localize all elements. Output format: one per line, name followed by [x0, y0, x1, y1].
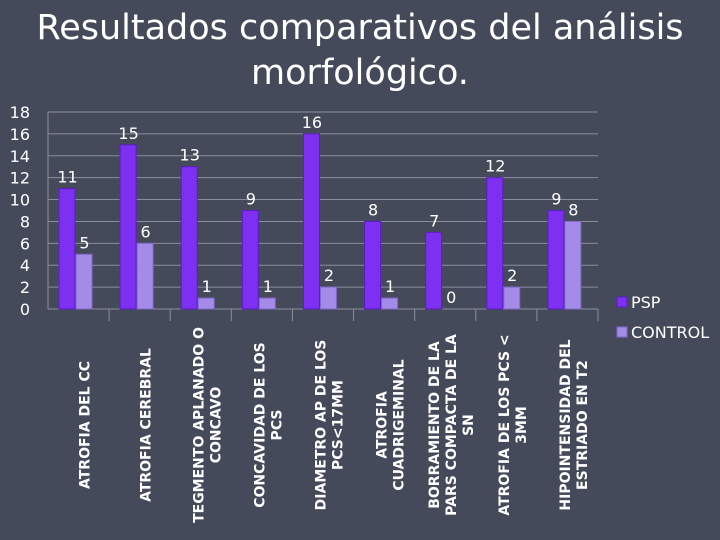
- x-category-label-line: DIAMETRO AP DE LOS: [314, 340, 330, 511]
- bar-control: [75, 253, 93, 310]
- y-tick-label: 18: [10, 103, 30, 122]
- bar-psp: [58, 188, 76, 310]
- bar-psp: [119, 144, 137, 310]
- x-category-label-line: ATROFIA: [375, 391, 391, 459]
- x-category-label-line: CUADRIGEMINAL: [392, 359, 408, 490]
- x-category-label: DIAMETRO AP DE LOS PCS<17MM: [314, 340, 347, 511]
- data-label: 2: [324, 266, 334, 285]
- legend-label-control: CONTROL: [631, 323, 709, 342]
- y-tick-label: 0: [20, 300, 30, 319]
- x-category-label-line: ATROFIA DE LOS PCS <: [497, 334, 513, 515]
- y-tick-label: 10: [10, 191, 30, 210]
- legend: PSP CONTROL: [616, 293, 709, 342]
- legend-swatch-psp: [616, 296, 628, 308]
- data-label: 8: [368, 200, 378, 219]
- data-label: 12: [485, 157, 505, 176]
- title-line-1: Resultados comparativos del análisis: [36, 8, 684, 48]
- bar-psp: [364, 220, 382, 310]
- data-label: 7: [429, 211, 439, 230]
- data-label: 16: [302, 113, 322, 132]
- bar-psp: [486, 177, 504, 310]
- y-tick-label: 2: [20, 278, 30, 297]
- data-label: 6: [141, 222, 151, 241]
- bar-control: [136, 242, 154, 310]
- bar-psp: [425, 231, 443, 310]
- data-label: 11: [57, 168, 77, 187]
- x-category-label-line: ESTRIADO EN T2: [575, 360, 591, 490]
- data-label: 1: [385, 277, 395, 296]
- x-category-label-line: PCS<17MM: [331, 380, 347, 470]
- bar-psp: [302, 133, 320, 310]
- grid-lines: [48, 111, 598, 310]
- x-category-label-line: 3MM: [514, 406, 530, 444]
- bar-control: [503, 286, 521, 310]
- data-label: 1: [202, 277, 212, 296]
- bar-psp: [547, 210, 565, 310]
- x-category-label-line: PARS COMPACTA DE LA: [444, 334, 460, 516]
- data-label: 9: [246, 190, 256, 209]
- x-category-label-line: CONCAVO: [208, 387, 224, 464]
- x-category-label-line: ATROFIA DEL CC: [78, 361, 94, 489]
- data-label: 15: [118, 124, 138, 143]
- bar-control: [564, 220, 582, 310]
- data-label: 8: [568, 200, 578, 219]
- x-category-label-line: SN: [461, 414, 477, 436]
- x-category-label: ATROFIA DEL CC: [78, 361, 94, 489]
- x-category-label-line: PCS: [269, 410, 285, 441]
- data-label: 0: [446, 288, 456, 307]
- y-tick-label: 12: [10, 169, 30, 188]
- x-category-label: ATROFIA DE LOS PCS <3MM: [497, 334, 530, 515]
- x-category-label: BORRAMIENTO DE LA PARS COMPACTA DE LA SN: [427, 334, 477, 516]
- legend-swatch-control: [616, 326, 628, 338]
- data-label: 13: [180, 146, 200, 165]
- legend-label-psp: PSP: [631, 293, 661, 312]
- slide-title: Resultados comparativos del análisis mor…: [0, 6, 720, 96]
- x-category-label-line: ATROFIA CEREBRAL: [139, 348, 155, 502]
- data-label: 2: [507, 266, 517, 285]
- x-category-label-line: BORRAMIENTO DE LA: [427, 341, 443, 509]
- title-line-2: morfológico.: [251, 53, 469, 93]
- x-category-label: TEGMENTO APLANADO O CONCAVO: [191, 327, 224, 523]
- x-category-label-line: HIPOINTENSIDAD DEL: [558, 339, 574, 510]
- y-tick-label: 4: [20, 256, 30, 275]
- x-category-label-line: TEGMENTO APLANADO O: [191, 327, 207, 523]
- bar-control: [197, 297, 215, 310]
- bar-control: [381, 297, 399, 310]
- bar-psp: [180, 166, 198, 310]
- data-label: 5: [79, 233, 89, 252]
- x-category-label: CONCAVIDAD DE LOS PCS: [252, 342, 285, 508]
- x-category-label: ATROFIA CUADRIGEMINAL: [375, 359, 408, 490]
- x-category-label: ATROFIA CEREBRAL: [139, 348, 155, 502]
- bar-psp: [241, 210, 259, 310]
- y-tick-label: 8: [20, 212, 30, 231]
- data-label: 1: [263, 277, 273, 296]
- bar-control: [258, 297, 276, 310]
- y-tick-label: 16: [10, 125, 30, 144]
- y-tick-label: 6: [20, 234, 30, 253]
- x-category-label-line: CONCAVIDAD DE LOS: [252, 342, 268, 508]
- bar-control: [319, 286, 337, 310]
- x-axis-labels: ATROFIA DEL CC ATROFIA CEREBRAL TEGMENTO A…: [78, 327, 591, 523]
- y-tick-label: 14: [10, 147, 30, 166]
- x-category-label: HIPOINTENSIDAD DEL ESTRIADO EN T2: [558, 339, 591, 510]
- data-label: 9: [551, 190, 561, 209]
